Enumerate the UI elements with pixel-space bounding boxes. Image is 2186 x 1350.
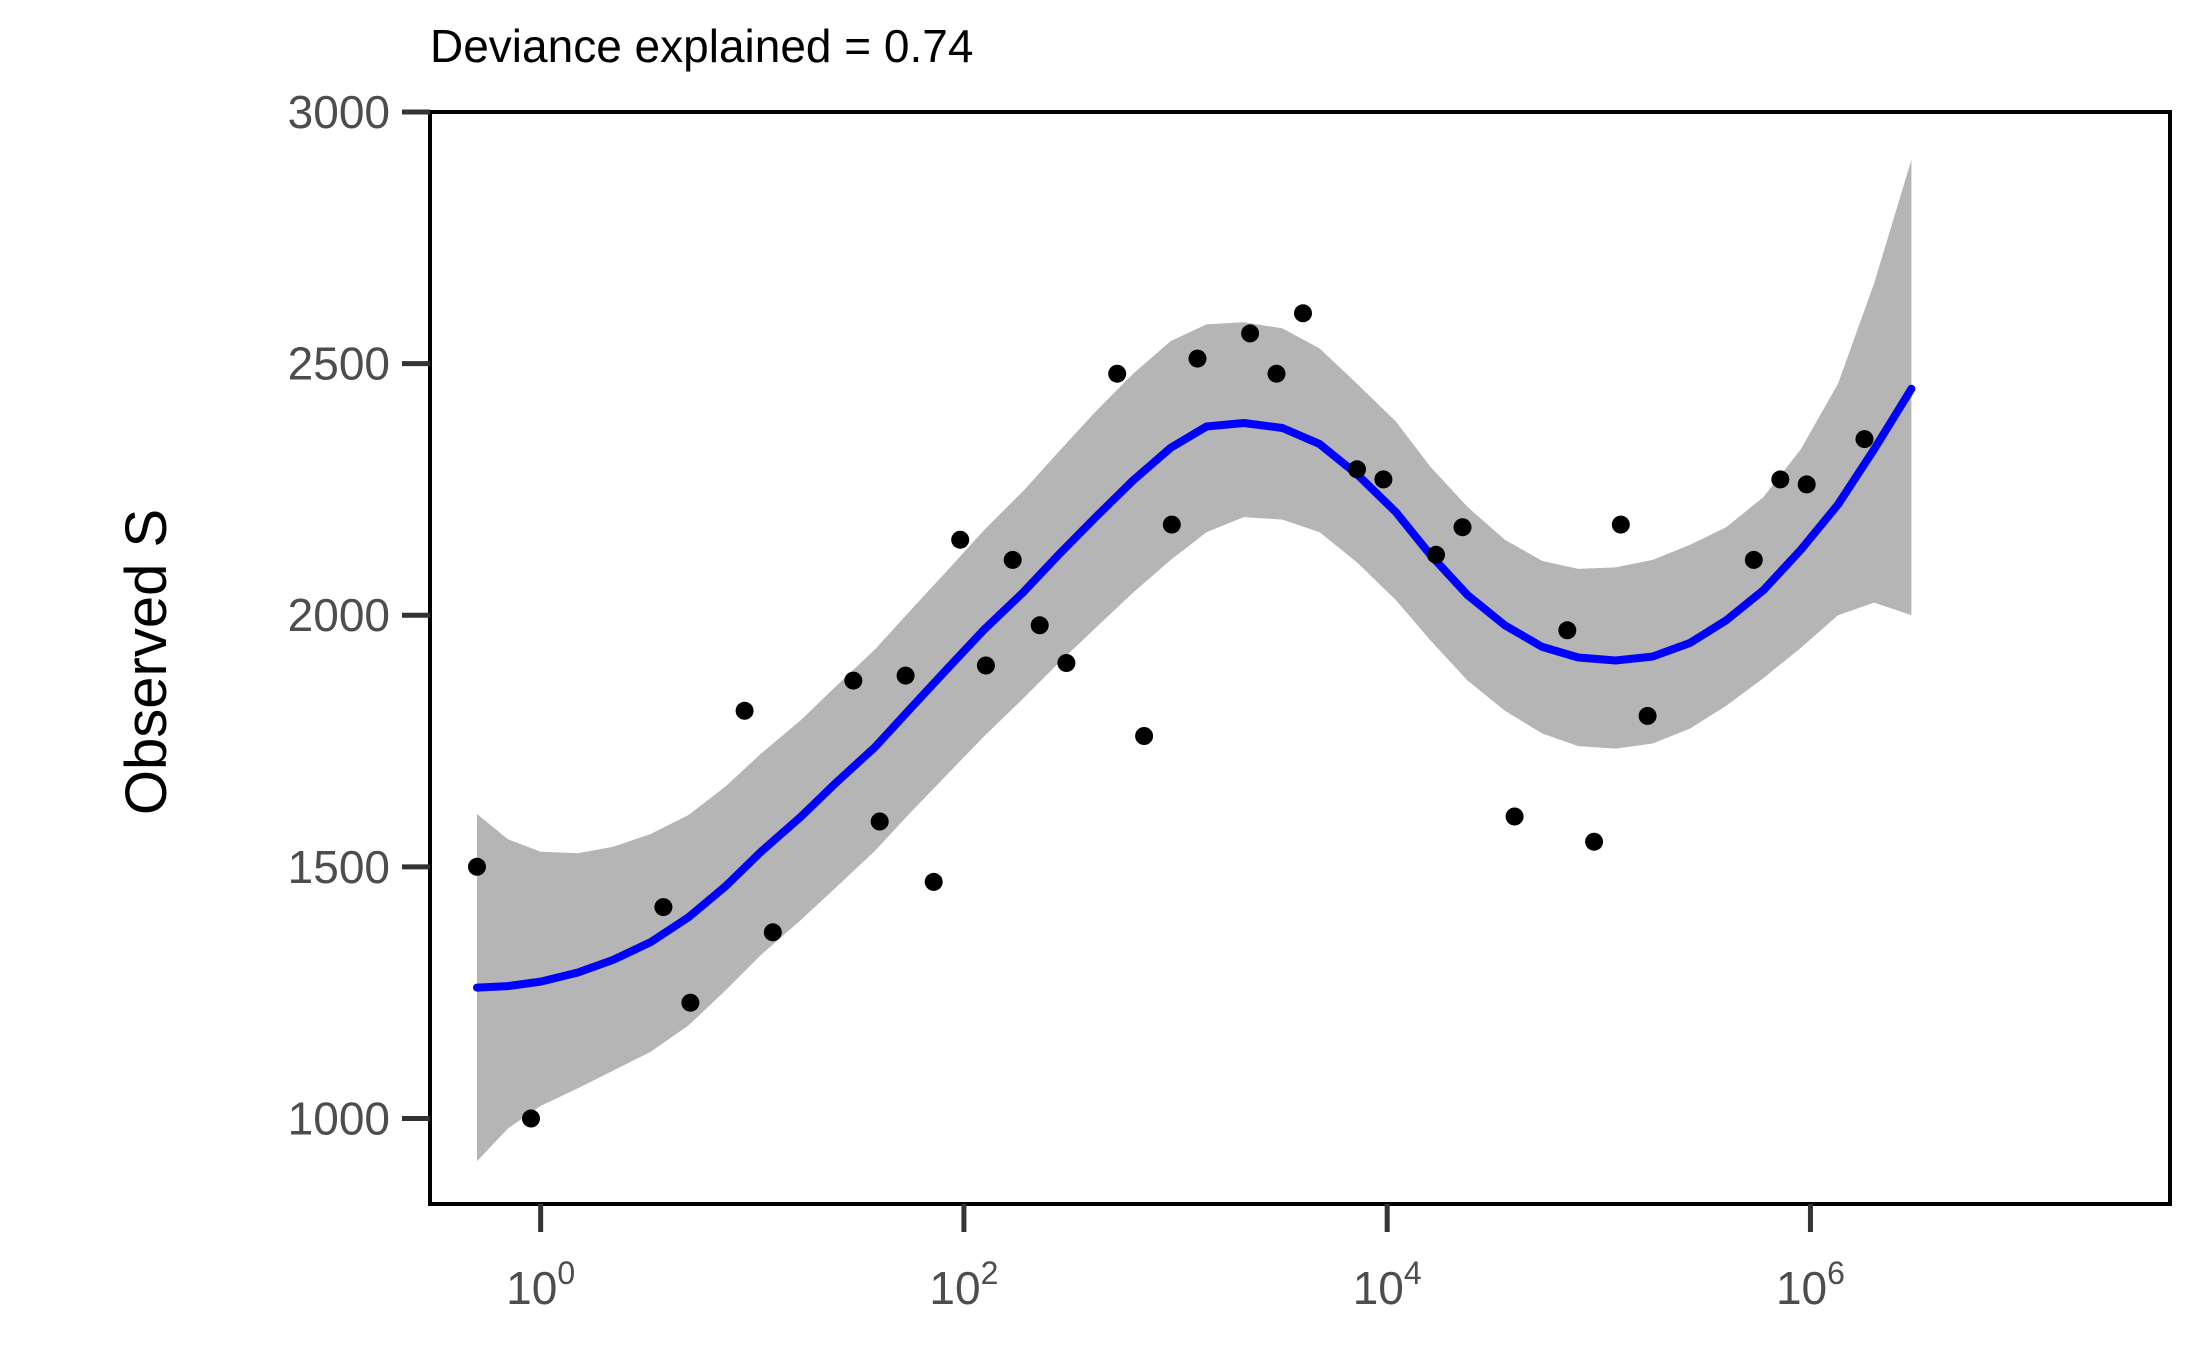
data-point: [1135, 727, 1154, 745]
y-tick-label: 1500: [288, 841, 390, 893]
data-point: [1744, 550, 1763, 569]
data-point: [1348, 460, 1366, 479]
data-point: [951, 530, 970, 549]
data-point: [1374, 470, 1393, 489]
chart-title: Deviance explained = 0.74: [430, 20, 973, 72]
x-tick-label: 102: [929, 1255, 998, 1314]
data-point: [1294, 304, 1312, 323]
data-point: [844, 671, 863, 690]
data-point: [1030, 616, 1049, 635]
data-point: [1267, 364, 1286, 383]
plot-area: [468, 159, 1916, 1162]
y-tick-label: 2000: [288, 589, 390, 641]
x-tick-label: 106: [1776, 1255, 1845, 1314]
data-point: [1427, 545, 1445, 564]
data-point: [1855, 430, 1874, 449]
data-point: [924, 872, 943, 891]
data-point: [1558, 621, 1577, 640]
data-point: [735, 701, 754, 720]
y-axis: 1000 1500 2000 2500 3000: [288, 86, 430, 1144]
data-point: [1057, 654, 1076, 672]
x-tick-label: 104: [1353, 1255, 1422, 1314]
data-point: [976, 656, 995, 675]
data-point: [1611, 515, 1630, 534]
x-axis: 100 102 104 106: [506, 1204, 1845, 1314]
data-point: [1638, 706, 1657, 725]
data-point: [1585, 832, 1604, 851]
data-points: [468, 304, 1874, 1128]
data-point: [1003, 550, 1022, 569]
data-point: [1505, 807, 1524, 826]
data-point: [1771, 470, 1790, 489]
data-point: [896, 666, 915, 685]
y-tick-label: 3000: [288, 86, 390, 138]
data-point: [1797, 475, 1816, 494]
data-point: [654, 898, 673, 917]
x-tick-label: 100: [506, 1255, 575, 1314]
data-point: [763, 923, 782, 942]
smooth-line: [473, 384, 1916, 992]
data-point: [870, 812, 889, 831]
data-point: [1453, 518, 1472, 537]
data-point: [681, 993, 700, 1012]
data-point: [1162, 515, 1181, 534]
data-point: [1241, 324, 1260, 343]
data-point: [522, 1109, 540, 1128]
y-axis-label: Observed S: [114, 509, 179, 815]
data-point: [1188, 349, 1207, 368]
data-point: [1108, 364, 1127, 383]
data-point: [468, 857, 486, 876]
y-tick-label: 1000: [288, 1092, 390, 1144]
y-tick-label: 2500: [288, 338, 390, 390]
plot-frame: [428, 110, 2172, 1206]
